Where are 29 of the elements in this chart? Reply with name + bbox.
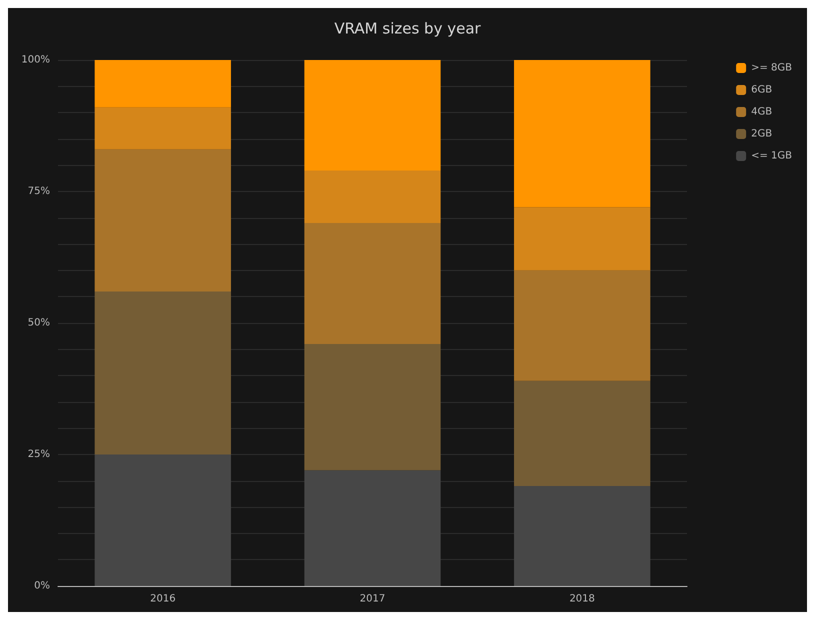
bar (94, 454, 231, 586)
bar (304, 223, 441, 344)
bar (94, 149, 231, 292)
x-tick-label: 2018 (569, 594, 595, 604)
bar (514, 270, 650, 381)
y-tick-label: 25% (28, 449, 50, 460)
y-tick-label: 0% (34, 580, 50, 592)
bar (514, 486, 650, 586)
bar (304, 170, 441, 224)
bar (304, 60, 441, 170)
legend-label: >= 8GB (751, 62, 792, 74)
bar (514, 207, 650, 270)
bar (304, 470, 441, 586)
legend-label: 6GB (751, 84, 772, 96)
legend-label: 2GB (751, 128, 772, 140)
legend-label: 4GB (751, 106, 772, 118)
bar (304, 344, 441, 470)
chart-title: VRAM sizes by year (334, 20, 482, 38)
x-tick-label: 2017 (360, 594, 386, 604)
bar (94, 107, 231, 150)
y-tick-label: 50% (28, 318, 50, 328)
legend-label: <= 1GB (751, 150, 792, 162)
y-tick-label: 100% (21, 54, 50, 66)
y-tick-label: 75% (28, 186, 50, 197)
bar (94, 291, 231, 454)
bar (94, 60, 231, 108)
bar (514, 380, 650, 486)
x-tick-label: 2016 (150, 594, 176, 604)
bar (514, 60, 650, 208)
